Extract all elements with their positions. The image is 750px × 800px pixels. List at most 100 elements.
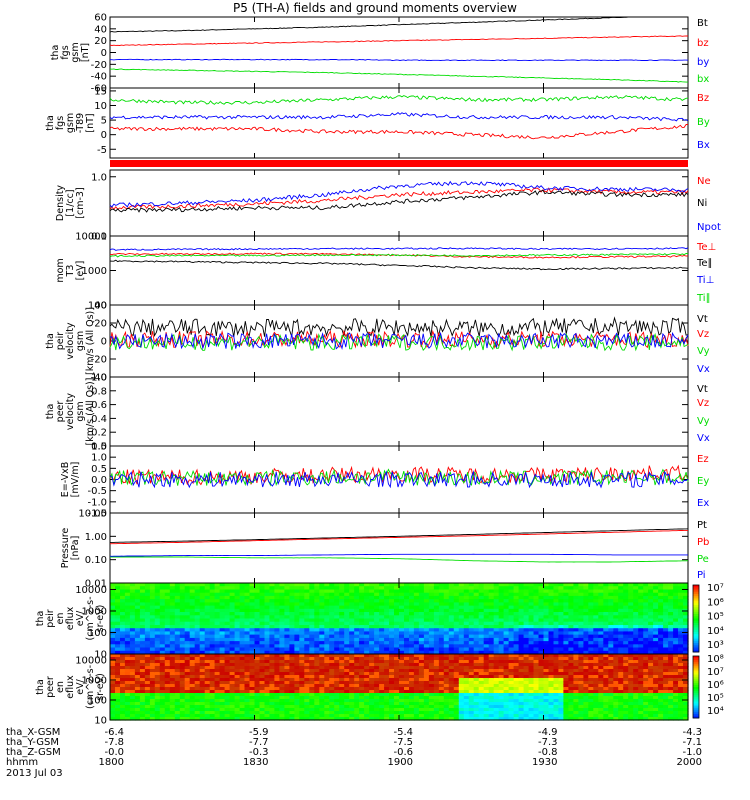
spectrogram-cell bbox=[573, 654, 579, 658]
spectrogram-cell bbox=[169, 612, 176, 616]
spectrogram-cell bbox=[399, 705, 405, 709]
spectrogram-cell bbox=[413, 592, 420, 597]
spectrogram-cell bbox=[468, 687, 475, 691]
spectrogram-cell bbox=[513, 592, 520, 597]
spectrogram-cell bbox=[364, 696, 370, 700]
spectrogram-cell bbox=[174, 583, 181, 587]
spectrogram-cell bbox=[169, 637, 176, 642]
spectrogram-cell bbox=[179, 647, 186, 652]
series-Ex bbox=[109, 470, 689, 489]
spectrogram-cell bbox=[289, 644, 295, 649]
spectrogram-cell bbox=[224, 681, 231, 685]
spectrogram-cell bbox=[473, 663, 480, 667]
spectrogram-cell bbox=[369, 702, 375, 706]
spectrogram-cell bbox=[339, 605, 345, 610]
spectrogram-cell bbox=[169, 702, 176, 706]
spectrogram-cell bbox=[239, 708, 246, 712]
spectrogram-cell bbox=[174, 634, 181, 639]
spectrogram-cell bbox=[284, 675, 290, 679]
spectrogram-cell bbox=[498, 684, 505, 688]
spectrogram-cell bbox=[299, 637, 305, 642]
spectrogram-cell bbox=[229, 687, 236, 691]
spectrogram-cell bbox=[259, 631, 266, 636]
spectrogram-cell bbox=[588, 599, 594, 603]
spectrogram-cell bbox=[279, 702, 285, 706]
spectrogram-cell bbox=[433, 690, 440, 694]
spectrogram-cell bbox=[289, 634, 295, 639]
spectrogram-cell bbox=[423, 641, 430, 645]
spectrogram-cell bbox=[304, 641, 310, 645]
spectrogram-cell bbox=[199, 711, 206, 715]
spectrogram-cell bbox=[239, 693, 246, 697]
spectrogram-cell bbox=[299, 693, 305, 697]
spectrogram-cell bbox=[513, 583, 520, 587]
spectrogram-cell bbox=[139, 654, 146, 658]
spectrogram-cell bbox=[608, 592, 614, 597]
spectrogram-cell bbox=[493, 631, 500, 636]
spectrogram-cell bbox=[179, 690, 186, 694]
spectrogram-cell bbox=[453, 669, 460, 673]
spectrogram-cell bbox=[120, 589, 126, 594]
spectrogram-cell bbox=[394, 586, 400, 590]
spectrogram-cell bbox=[518, 687, 525, 691]
spectrogram-cell bbox=[149, 602, 156, 607]
spectrogram-cell bbox=[473, 618, 480, 623]
spectrogram-cell bbox=[423, 711, 430, 715]
spectrogram-cell bbox=[334, 644, 340, 649]
spectrogram-cell bbox=[324, 693, 330, 697]
spectrogram-cell bbox=[384, 631, 390, 636]
spectrogram-cell bbox=[518, 634, 525, 639]
spectrogram-cell bbox=[518, 615, 525, 620]
spectrogram-cell bbox=[453, 654, 460, 658]
spectrogram-cell bbox=[483, 608, 490, 613]
spectrogram-cell bbox=[244, 644, 251, 649]
spectrogram-cell bbox=[219, 684, 226, 688]
spectrogram-cell bbox=[309, 605, 315, 610]
spectrogram-cell bbox=[568, 641, 574, 645]
spectrogram-cell bbox=[209, 711, 216, 715]
spectrogram-cell bbox=[239, 684, 246, 688]
spectrogram-cell bbox=[229, 612, 236, 616]
spectrogram-cell bbox=[115, 650, 121, 655]
spectrogram-cell bbox=[483, 687, 490, 691]
spectrogram-cell bbox=[389, 705, 395, 709]
spectrogram-cell bbox=[568, 628, 574, 632]
spectrogram-cell bbox=[513, 605, 520, 610]
spectrogram-cell bbox=[568, 637, 574, 642]
spectrogram-cell bbox=[404, 621, 410, 626]
spectrogram-cell bbox=[164, 592, 171, 597]
spectrogram-cell bbox=[169, 634, 176, 639]
spectrogram-cell bbox=[513, 678, 520, 682]
y-axis-label-line: tha bbox=[45, 404, 56, 420]
spectrogram-cell bbox=[129, 628, 136, 632]
spectrogram-cell bbox=[438, 693, 445, 697]
spectrogram-cell bbox=[503, 595, 510, 600]
spectrogram-cell bbox=[399, 669, 405, 673]
spectrogram-cell bbox=[603, 650, 609, 655]
spectrogram-cell bbox=[463, 666, 470, 670]
spectrogram-cell bbox=[299, 583, 305, 587]
spectrogram-cell bbox=[523, 641, 530, 645]
spectrogram-cell bbox=[548, 705, 555, 709]
spectrogram-cell bbox=[608, 605, 614, 610]
spectrogram-cell bbox=[284, 672, 290, 676]
spectrogram-cell bbox=[294, 687, 300, 691]
spectrogram-cell bbox=[339, 693, 345, 697]
spectrogram-cell bbox=[269, 595, 275, 600]
spectrogram-cell bbox=[314, 696, 320, 700]
spectrogram-cell bbox=[319, 634, 325, 639]
spectrogram-cell bbox=[394, 672, 400, 676]
spectrogram-cell bbox=[359, 595, 365, 600]
spectrogram-cell bbox=[184, 657, 191, 661]
spectrogram-cell bbox=[204, 693, 211, 697]
spectrogram-cell bbox=[553, 684, 560, 688]
spectrogram-cell bbox=[209, 621, 216, 626]
spectrogram-cell bbox=[488, 657, 495, 661]
spectrogram-cell bbox=[364, 684, 370, 688]
spectrogram-cell bbox=[593, 705, 599, 709]
spectrogram-cell bbox=[384, 705, 390, 709]
spectrogram-cell bbox=[329, 669, 335, 673]
spectrogram-cell bbox=[334, 583, 340, 587]
spectrogram-cell bbox=[174, 602, 181, 607]
spectrogram-cell bbox=[473, 647, 480, 652]
